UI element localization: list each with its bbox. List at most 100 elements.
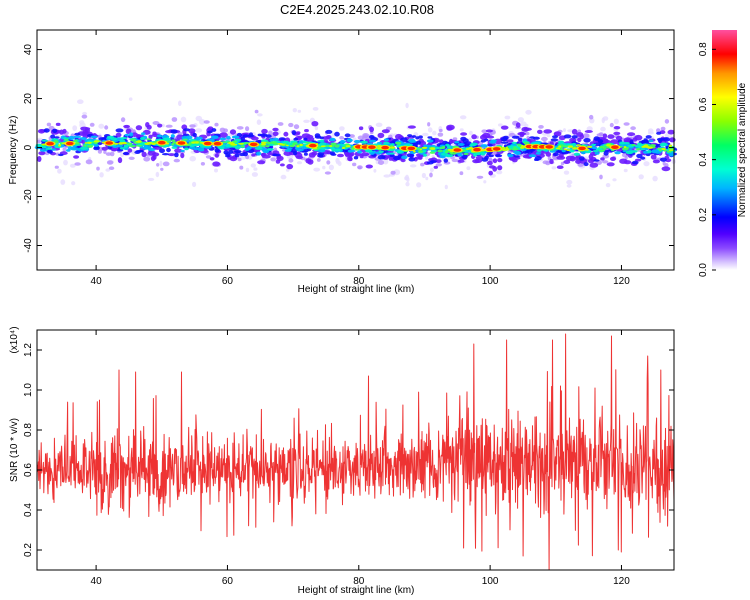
spectrogram-cell (296, 161, 303, 165)
spectrogram-cell (344, 133, 351, 138)
spectrogram-cell (64, 138, 69, 141)
spectrogram-cell (268, 130, 273, 136)
spectrogram-cell (297, 135, 303, 140)
spectrogram-cell (52, 128, 58, 133)
spectrogram-cell (166, 147, 171, 153)
spectrogram-cell (35, 143, 42, 147)
spectrogram-cell (73, 155, 80, 159)
spectrogram-cell (38, 151, 46, 156)
spectrogram-cell (192, 132, 197, 138)
spectrogram-cell (108, 166, 115, 170)
colorbar-tick-label: 0.8 (698, 42, 709, 56)
spectrogram-cell (140, 136, 145, 141)
spectrogram-cell (303, 137, 308, 141)
spectrogram-cell (72, 147, 79, 151)
spectrogram-cell (93, 146, 100, 150)
spectrogram-cell (72, 125, 78, 131)
spectrogram-cell (329, 145, 333, 148)
spectrogram-cell (543, 129, 553, 134)
spectrogram-y-tick-label: 20 (23, 93, 34, 105)
spectrogram-y-label: Frequency (Hz) (8, 116, 19, 185)
spectrogram-cell (322, 136, 332, 140)
spectrogram-cell (277, 143, 283, 145)
spectrogram-cell (68, 135, 75, 140)
spectrogram-cell (667, 129, 675, 135)
spectrogram-cell (641, 139, 646, 145)
spectrogram-cell (528, 154, 537, 158)
spectrogram-cell (131, 132, 138, 137)
spectrogram-cell (488, 154, 494, 158)
spectrogram-cell (195, 128, 203, 133)
spectrogram-cell (427, 127, 433, 133)
spectrogram-cell (223, 128, 229, 133)
spectrogram-cell (435, 159, 442, 164)
spectrogram-cell (496, 170, 503, 175)
spectrogram-cell (304, 129, 309, 133)
spectrogram-cell (339, 140, 346, 144)
spectrogram-cell (605, 183, 611, 188)
spectrogram-cell (251, 136, 259, 141)
spectrogram-cell (446, 124, 455, 131)
spectrogram-cell (573, 152, 581, 156)
spectrogram-cell (504, 115, 511, 120)
spectrogram-cell (406, 176, 410, 182)
spectrogram-cell (459, 128, 464, 132)
spectrogram-cell (99, 172, 104, 178)
spectrogram-cell (270, 157, 277, 162)
spectrogram-cell (360, 152, 370, 157)
spectrogram-cell (563, 134, 572, 139)
spectrogram-cell (498, 123, 503, 127)
spectrogram-cell (664, 133, 670, 139)
spectrogram-cell (288, 142, 293, 145)
spectrogram-cell (330, 142, 338, 146)
spectrogram-cell (368, 135, 375, 139)
spectrogram-cell (192, 181, 197, 188)
spectrogram-cell (212, 161, 221, 167)
spectrogram-cell (648, 139, 654, 143)
spectrogram-cell (664, 119, 670, 124)
spectrogram-cell (109, 151, 115, 157)
spectrogram-cell (630, 126, 636, 131)
spectrogram-cell (640, 148, 646, 151)
spectrogram-cell (375, 122, 383, 128)
spectrogram-cell (97, 149, 102, 154)
snr-x-label: Height of straight line (km) (298, 585, 415, 596)
spectrogram-cell (206, 138, 213, 141)
spectrogram-cell (647, 146, 653, 149)
spectrogram-cell (156, 163, 160, 167)
spectrogram-cell (475, 156, 484, 160)
spectrogram-cell (466, 166, 471, 171)
spectrogram-cell (229, 129, 237, 135)
spectrogram-cell (598, 149, 606, 152)
spectrogram-cell (98, 137, 105, 141)
spectrogram-cell (120, 117, 126, 123)
spectrogram-cell (429, 151, 436, 154)
spectrogram-cell (481, 129, 488, 133)
spectrogram-cell (317, 152, 325, 156)
spectrogram-cell (320, 145, 326, 148)
spectrogram-peak (249, 142, 258, 147)
spectrogram-cell (520, 146, 525, 149)
spectrogram-cell (214, 153, 219, 158)
spectrogram-cell (266, 148, 275, 151)
spectrogram-cell (115, 128, 124, 133)
snr-y-multiplier: (x10⁴) (9, 326, 20, 353)
spectrogram-peak (545, 145, 553, 149)
spectrogram-cell (401, 155, 408, 160)
spectrogram-cell (511, 148, 519, 151)
spectrogram-cell (395, 141, 402, 145)
spectrogram-cell (457, 154, 464, 157)
spectrogram-cell (390, 146, 395, 149)
spectrogram-cell (447, 148, 453, 151)
spectrogram-cell (325, 129, 333, 134)
spectrogram-cell (46, 122, 52, 127)
spectrogram-cell (234, 153, 240, 158)
spectrogram-cell (346, 138, 353, 143)
spectrogram-cell (239, 165, 244, 170)
spectrogram-cell (636, 148, 641, 151)
spectrogram-cell (471, 134, 477, 140)
spectrogram-cell (619, 158, 628, 164)
spectrogram-cell (535, 152, 542, 155)
spectrogram-cell (335, 159, 341, 165)
spectrogram-cell (612, 178, 617, 182)
